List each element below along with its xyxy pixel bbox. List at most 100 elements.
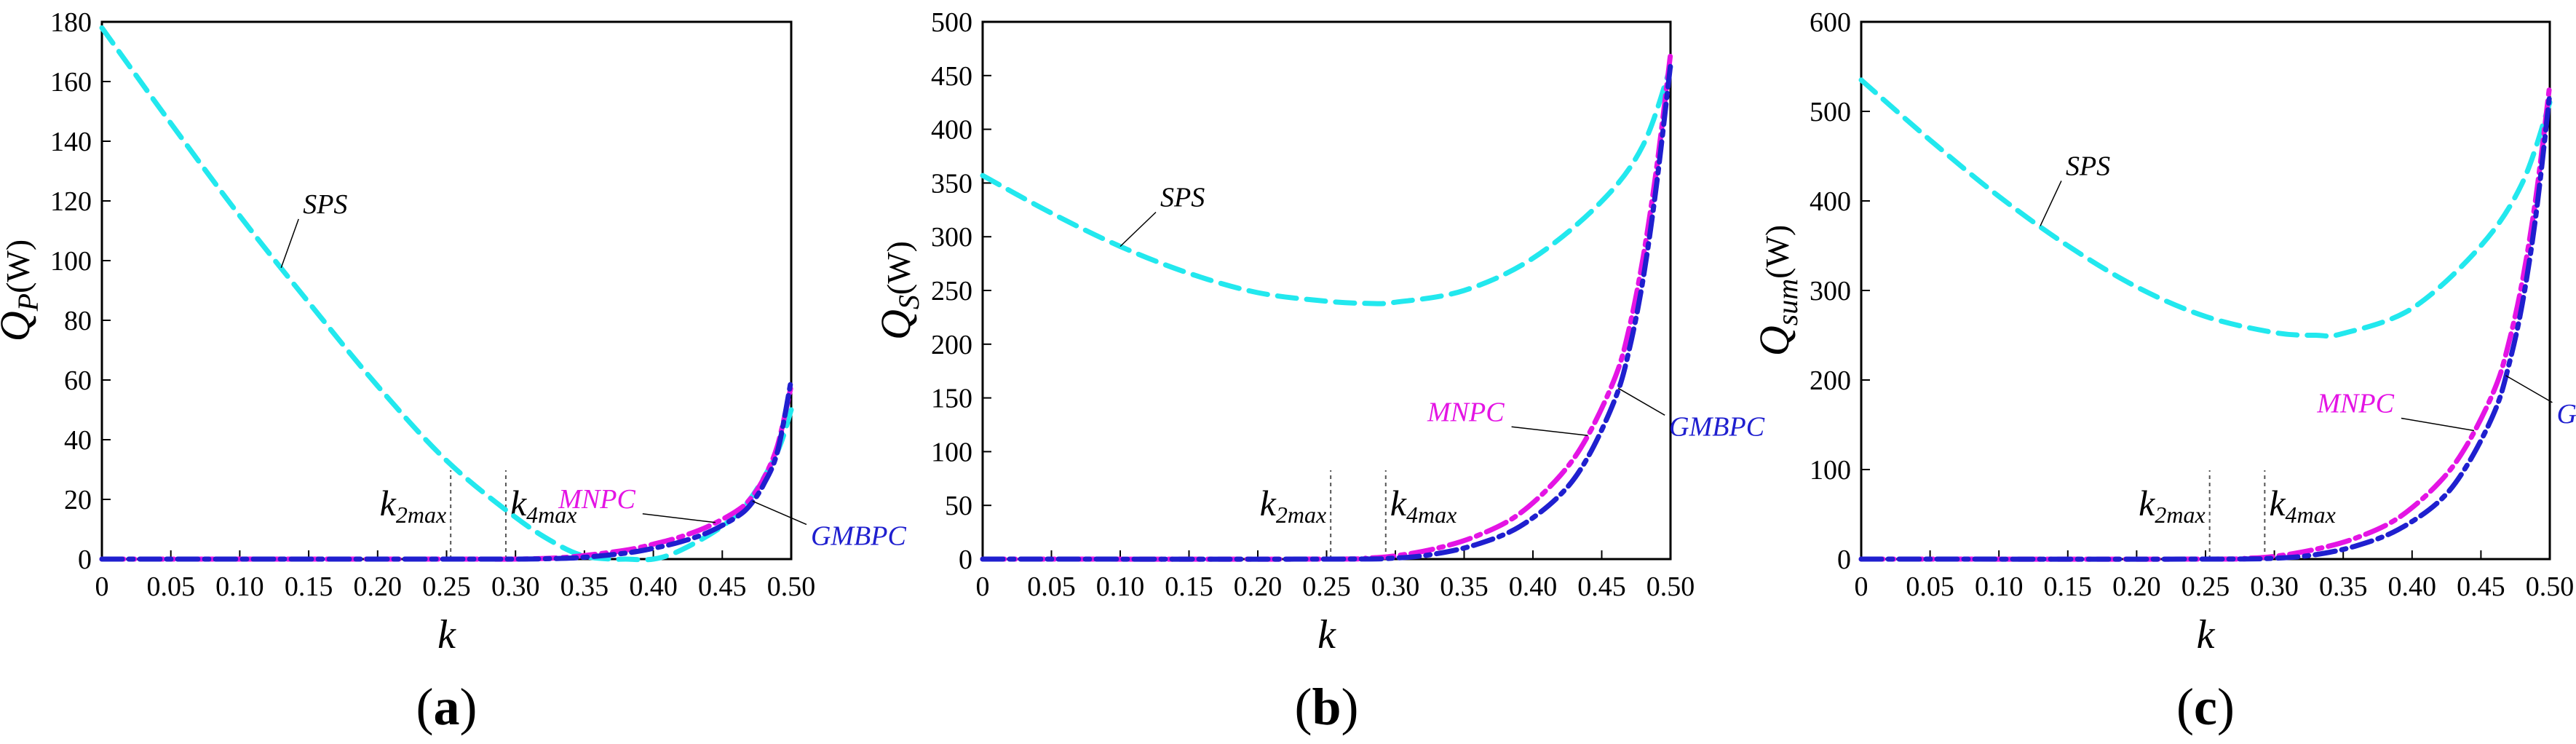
x-tick-label: 0.15 — [2044, 571, 2093, 602]
x-tick-label: 0.15 — [285, 571, 333, 602]
x-tick-label: 0.10 — [215, 571, 264, 602]
k-marker-label: k2max — [380, 483, 447, 528]
x-tick-label: 0.45 — [698, 571, 747, 602]
k-marker-sub: 2max — [1276, 502, 1326, 528]
x-tick-label: 0 — [95, 571, 109, 602]
x-axis-title: k — [2197, 612, 2216, 657]
x-tick-label: 0.45 — [1577, 571, 1626, 602]
chart-panel-a: 0 0.05 0.10 0.15 0.20 0.25 0.30 0.35 0.40 0.45 0.5… — [0, 7, 906, 736]
x-tick-label: 0.05 — [1027, 571, 1076, 602]
x-tick-label: 0.40 — [629, 571, 678, 602]
y-tick-label: 80 — [64, 306, 92, 336]
series-label-sps: SPS — [303, 189, 347, 220]
panel-label-close: ) — [1341, 678, 1359, 736]
y-tick-label: 0 — [78, 545, 92, 575]
annotation-leader — [2040, 181, 2062, 226]
k-marker-letter: k — [510, 483, 527, 523]
plot-frame — [1860, 20, 2551, 561]
panel-label-open: ( — [416, 678, 434, 736]
y-tick-label: 600 — [1810, 7, 1851, 38]
y-tick-label: 20 — [64, 485, 92, 515]
y-tick-label: 0 — [959, 545, 972, 575]
series-label-mnpc: MNPC — [1427, 397, 1505, 427]
k-marker-letter: k — [1390, 483, 1407, 523]
k-marker-label: k2max — [2139, 483, 2206, 528]
k-marker-letter: k — [2269, 483, 2286, 523]
y-tick-label: 50 — [945, 491, 972, 521]
x-tick-label: 0 — [1855, 571, 1868, 602]
x-tick-label: 0.40 — [1509, 571, 1558, 602]
x-tick-label: 0.20 — [354, 571, 403, 602]
series-label-sps: SPS — [1160, 182, 1205, 213]
x-tick-label: 0 — [976, 571, 990, 602]
panel-label-letter: b — [1312, 678, 1341, 736]
x-tick-label: 0.35 — [1440, 571, 1489, 602]
y-tick-label: 100 — [50, 246, 92, 277]
x-tick-label: 0.45 — [2457, 571, 2505, 602]
k-marker-sub: 4max — [2286, 502, 2336, 528]
y-tick-label: 500 — [1810, 97, 1851, 127]
panel-label-close: ) — [460, 678, 477, 736]
annotation-leader — [1511, 426, 1588, 437]
k-marker-label: k2max — [1260, 483, 1327, 528]
series-line-sps — [99, 25, 794, 563]
panel-label: (b) — [1294, 678, 1358, 736]
y-axis-title-unit: (W) — [0, 240, 36, 293]
x-tick-label: 0.50 — [2526, 571, 2575, 602]
series-label-gmbpc: GMBPC — [1669, 411, 1765, 442]
k-marker-letter: k — [380, 483, 397, 523]
panel-label-open: ( — [1294, 678, 1312, 736]
annotation-leader — [280, 218, 299, 269]
x-tick-label: 0.15 — [1165, 571, 1213, 602]
y-axis-title: Qsum(W) — [1751, 225, 1804, 356]
y-axis-title-sub: sum — [1771, 279, 1804, 325]
panel-label: (a) — [416, 678, 477, 736]
y-axis-title-main: Q — [0, 311, 39, 341]
x-tick-label: 0.10 — [1975, 571, 2024, 602]
x-axis-title: k — [437, 612, 456, 657]
y-axis-title: QP(W) — [0, 240, 44, 341]
series-label-gmbpc: GMBPC — [2556, 399, 2576, 430]
series-label-gmbpc: GMBPC — [811, 521, 907, 551]
k-marker-letter: k — [1260, 483, 1277, 523]
y-tick-label: 300 — [931, 222, 972, 253]
plot-frame — [100, 20, 793, 561]
series-line-gmbpc — [980, 62, 1673, 562]
y-axis-title: QS(W) — [872, 241, 925, 340]
y-axis-title-sub: S — [892, 295, 925, 309]
x-tick-label: 0.05 — [1906, 571, 1954, 602]
x-tick-label: 0.05 — [146, 571, 195, 602]
series-line-sps — [1858, 77, 2553, 339]
y-axis-title-main: Q — [1751, 325, 1798, 356]
k-marker-letter: k — [2139, 483, 2155, 523]
y-tick-label: 200 — [931, 330, 972, 360]
y-tick-label: 500 — [931, 7, 972, 38]
x-tick-label: 0.50 — [767, 571, 816, 602]
y-tick-label: 250 — [931, 276, 972, 306]
y-tick-label: 0 — [1837, 545, 1851, 575]
y-tick-label: 350 — [931, 168, 972, 199]
y-tick-label: 140 — [50, 127, 92, 157]
x-tick-label: 0.25 — [422, 571, 471, 602]
plot-frame — [981, 20, 1672, 561]
x-tick-label: 0.40 — [2388, 571, 2437, 602]
k-marker-sub: 4max — [526, 502, 576, 528]
k-marker-label: k4max — [510, 483, 577, 528]
panel-label-close: ) — [2217, 678, 2235, 736]
x-tick-label: 0.10 — [1096, 571, 1145, 602]
y-axis-title-sub: P — [12, 293, 44, 312]
series-line-gmbpc — [99, 377, 794, 562]
annotation-leader — [752, 500, 807, 526]
annotation-leader — [2401, 417, 2475, 432]
y-tick-label: 400 — [1810, 186, 1851, 217]
chart-panel-c: 0 0.05 0.10 0.15 0.20 0.25 0.30 0.35 0.40 0.45 0.5… — [1751, 7, 2576, 736]
y-tick-label: 120 — [50, 186, 92, 217]
annotation-leader — [642, 513, 716, 523]
annotation-leader — [1617, 387, 1665, 416]
x-tick-label: 0.20 — [1234, 571, 1283, 602]
y-tick-label: 300 — [1810, 276, 1851, 306]
chart-panel-b: 0 0.05 0.10 0.15 0.20 0.25 0.30 0.35 0.40 0.45 0.5… — [872, 7, 1765, 736]
y-tick-label: 400 — [931, 115, 972, 146]
y-axis-title-unit: (W) — [880, 241, 917, 295]
